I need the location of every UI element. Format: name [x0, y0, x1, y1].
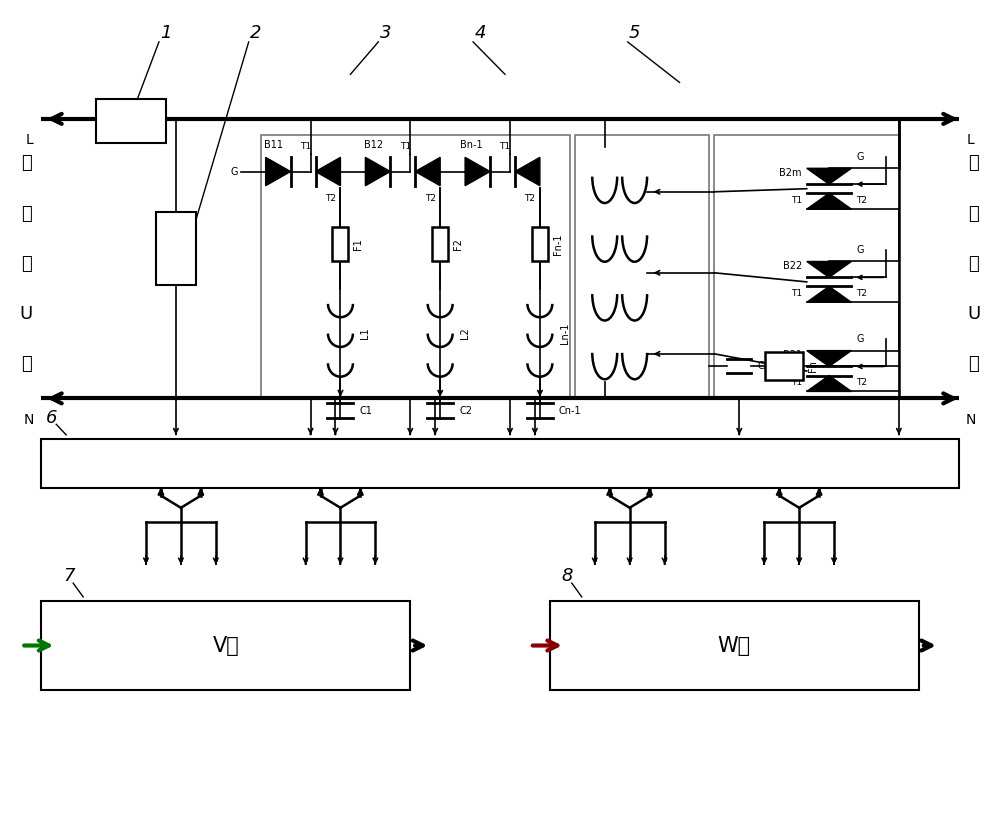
Text: 相: 相: [968, 355, 979, 373]
Text: U: U: [20, 305, 33, 323]
Bar: [532, 228, 548, 262]
Text: G: G: [231, 167, 238, 176]
Text: G: G: [330, 167, 338, 176]
Bar: [156, 212, 196, 285]
Polygon shape: [465, 158, 490, 185]
Text: W相: W相: [718, 636, 751, 655]
Polygon shape: [807, 168, 851, 185]
Text: T2: T2: [856, 378, 867, 387]
Text: C1: C1: [359, 406, 372, 415]
Text: Cn: Cn: [757, 361, 770, 371]
Text: G: G: [856, 152, 864, 162]
Text: U: U: [967, 305, 980, 323]
Bar: [41, 439, 959, 488]
Text: 网: 网: [21, 255, 32, 273]
Text: L1: L1: [360, 328, 370, 339]
Polygon shape: [807, 286, 851, 302]
Text: T2: T2: [856, 289, 867, 298]
Text: F2: F2: [453, 238, 463, 250]
Text: 7: 7: [63, 567, 75, 585]
Bar: [332, 228, 348, 262]
Polygon shape: [365, 158, 390, 185]
Text: B11: B11: [264, 141, 283, 150]
Text: 电: 电: [21, 205, 32, 223]
Text: 载: 载: [968, 255, 979, 273]
Text: Fn-1: Fn-1: [553, 233, 563, 255]
Text: Bn-1: Bn-1: [460, 141, 483, 150]
Polygon shape: [415, 158, 440, 185]
Polygon shape: [807, 376, 851, 391]
Text: N: N: [24, 413, 34, 427]
Text: L2: L2: [460, 328, 470, 340]
Text: L: L: [967, 133, 975, 147]
Text: Fn: Fn: [808, 360, 818, 372]
Text: B12: B12: [364, 141, 383, 150]
Polygon shape: [807, 350, 851, 367]
Text: T2: T2: [856, 196, 867, 205]
Text: N: N: [966, 413, 976, 427]
Text: B21: B21: [783, 350, 802, 360]
Bar: [41, 601, 410, 690]
Text: Cn-1: Cn-1: [559, 406, 581, 415]
Text: T1: T1: [791, 378, 802, 387]
Text: 4: 4: [474, 24, 486, 41]
Text: T1: T1: [791, 289, 802, 298]
Text: B2m: B2m: [779, 167, 802, 178]
Text: 接: 接: [968, 154, 979, 172]
Text: 负: 负: [968, 205, 979, 223]
Text: T2: T2: [425, 193, 436, 202]
Text: T1: T1: [300, 142, 311, 151]
Text: L: L: [25, 133, 33, 147]
Bar: [96, 98, 166, 143]
Text: B22: B22: [783, 261, 802, 271]
Text: V相: V相: [212, 636, 239, 655]
Text: T1: T1: [499, 142, 511, 151]
Polygon shape: [266, 158, 291, 185]
Text: 5: 5: [629, 24, 640, 41]
Bar: [432, 228, 448, 262]
Text: G: G: [430, 167, 438, 176]
Text: F1: F1: [353, 238, 363, 250]
Text: T2: T2: [524, 193, 535, 202]
Text: 8: 8: [562, 567, 573, 585]
Polygon shape: [515, 158, 540, 185]
Polygon shape: [807, 193, 851, 209]
Polygon shape: [316, 158, 340, 185]
Text: T2: T2: [325, 193, 336, 202]
Text: T1: T1: [400, 142, 411, 151]
Text: 接: 接: [21, 154, 32, 172]
Text: G: G: [856, 246, 864, 255]
Bar: [575, 135, 709, 398]
Text: 6: 6: [46, 409, 58, 427]
Text: 3: 3: [380, 24, 391, 41]
Polygon shape: [807, 262, 851, 277]
Text: 相: 相: [21, 355, 32, 373]
Bar: [765, 352, 803, 380]
Bar: [261, 135, 570, 398]
Text: 1: 1: [160, 24, 172, 41]
Bar: [550, 601, 919, 690]
Text: 2: 2: [250, 24, 261, 41]
Text: Ln-1: Ln-1: [560, 323, 570, 344]
Text: G: G: [856, 334, 864, 344]
Text: C2: C2: [459, 406, 472, 415]
Bar: [714, 135, 899, 398]
Text: T1: T1: [791, 196, 802, 205]
